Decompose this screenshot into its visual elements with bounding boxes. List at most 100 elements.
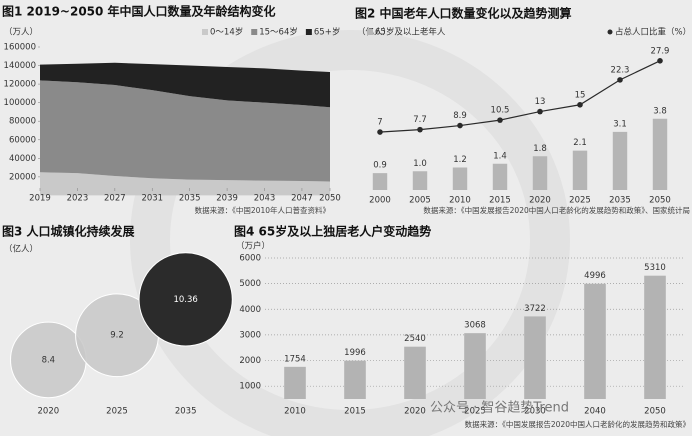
bubble: [138, 252, 233, 347]
bar: [452, 167, 468, 190]
value-label: 3068: [464, 321, 486, 331]
value-label: 10.36: [173, 295, 197, 305]
x-tick-label: 2015: [489, 196, 511, 206]
point: [457, 122, 463, 129]
y-axis-unit: （亿人）: [357, 27, 391, 38]
area: [40, 172, 330, 196]
value-label: 1996: [344, 348, 366, 358]
x-tick-label: 2050: [644, 407, 666, 417]
y-tick-label: 4000: [239, 305, 261, 315]
x-tick-label: 2039: [216, 194, 238, 204]
x-tick-label: 2010: [284, 407, 306, 417]
bar: [492, 163, 508, 190]
chart-title: 图4 65岁及以上独居老人户变动趋势: [234, 224, 431, 239]
bar: [532, 156, 548, 190]
legend-label: 15～64岁: [259, 27, 298, 38]
x-tick-label: 2015: [344, 407, 366, 417]
bg-shape: [130, 30, 570, 436]
y-axis-unit: （万户）: [236, 241, 270, 252]
x-tick-label: 2025: [569, 196, 591, 206]
legend-marker: [607, 29, 613, 35]
value-label: 1.8: [533, 144, 547, 154]
x-tick-label: 2050: [319, 194, 341, 204]
value-label: 9.2: [110, 331, 124, 341]
bar: [524, 316, 546, 399]
y-tick-label: 40000: [9, 154, 36, 164]
bar: [584, 283, 606, 399]
y-tick-label: 3000: [239, 330, 261, 340]
value-label: 1.4: [493, 151, 507, 161]
value-label: 15: [575, 90, 586, 100]
source: 数据来源：《中国2010年人口普查资料》: [195, 205, 330, 215]
point: [657, 57, 663, 64]
value-label: 3.1: [613, 119, 627, 129]
value-label: 7: [377, 118, 382, 128]
y-tick-label: 120000: [4, 80, 36, 90]
y-tick-label: 6000: [239, 254, 261, 264]
value-label: 1754: [284, 354, 306, 364]
y-tick-label: 160000: [4, 43, 36, 53]
value-label: 3722: [524, 304, 546, 314]
watermark: 公众号 · 智谷趋势Trend: [430, 400, 569, 416]
source: 数据来源：《中国发展报告2020中国人口老龄化的发展趋势和政策》、国家统计局: [423, 205, 690, 215]
chart-title: 图1 2019~2050 年中国人口数量及年龄结构变化: [2, 4, 276, 19]
y-tick-label: 2000: [239, 356, 261, 366]
point: [497, 117, 503, 123]
bar: [652, 118, 668, 190]
y-tick-label: 100000: [4, 98, 36, 108]
value-label: 1.0: [413, 159, 427, 169]
x-tick-label: 2035: [179, 194, 201, 204]
x-tick-label: 2050: [649, 196, 671, 206]
value-label: 22.3: [611, 65, 630, 75]
x-tick-label: 2010: [449, 196, 471, 206]
chart-title: 图3 人口城镇化持续发展: [2, 224, 135, 239]
line: [379, 60, 661, 133]
point: [577, 101, 583, 108]
x-tick-label: 2035: [609, 196, 631, 206]
y-tick-label: 140000: [4, 61, 36, 71]
x-tick-label: 2019: [29, 194, 51, 204]
area: [40, 80, 330, 182]
source: 数据来源：《中国发展报告2020中国人口老龄化的发展趋势和政策》: [465, 419, 690, 429]
legend-label: 65+岁: [314, 27, 340, 38]
bar: [412, 171, 428, 190]
legend-marker: [251, 29, 258, 35]
area: [40, 62, 330, 108]
legend-marker: [202, 29, 208, 35]
value-label: 4996: [584, 271, 606, 281]
value-label: 8.9: [453, 111, 467, 121]
x-tick-label: 2031: [141, 194, 163, 204]
legend-marker: [367, 29, 373, 35]
x-tick-label: 2020: [404, 407, 426, 417]
chart-title: 图2 中国老年人口数量变化以及趋势测算: [355, 6, 572, 21]
bar: [464, 333, 486, 399]
point: [617, 77, 623, 83]
bar: [644, 275, 666, 399]
x-tick-label: 2005: [409, 196, 431, 206]
value-label: 2540: [404, 334, 426, 344]
legend-label: 0～14岁: [210, 27, 243, 38]
value-label: 1.2: [453, 155, 467, 165]
value-label: 10.5: [491, 106, 510, 116]
y-tick-label: 1000: [239, 382, 261, 392]
x-tick-label: 2043: [254, 194, 276, 204]
bar: [284, 366, 306, 399]
legend-marker: [305, 29, 312, 35]
x-tick-label: 2040: [584, 407, 606, 417]
y-axis-unit: （亿人）: [4, 244, 38, 255]
x-tick-label: 2025: [106, 407, 128, 417]
x-tick-label: 2035: [175, 407, 197, 417]
value-label: 7.7: [413, 115, 427, 125]
bar: [404, 346, 426, 399]
value-label: 3.8: [653, 106, 667, 116]
x-tick-label: 2030: [524, 407, 546, 417]
point: [417, 126, 423, 133]
value-label: 13: [535, 97, 546, 107]
x-tick-label: 2000: [369, 196, 391, 206]
bar: [612, 131, 628, 190]
value-label: 27.9: [651, 46, 670, 56]
value-label: 8.4: [42, 355, 56, 365]
y-tick-label: 5000: [239, 279, 261, 289]
bar: [344, 360, 366, 399]
